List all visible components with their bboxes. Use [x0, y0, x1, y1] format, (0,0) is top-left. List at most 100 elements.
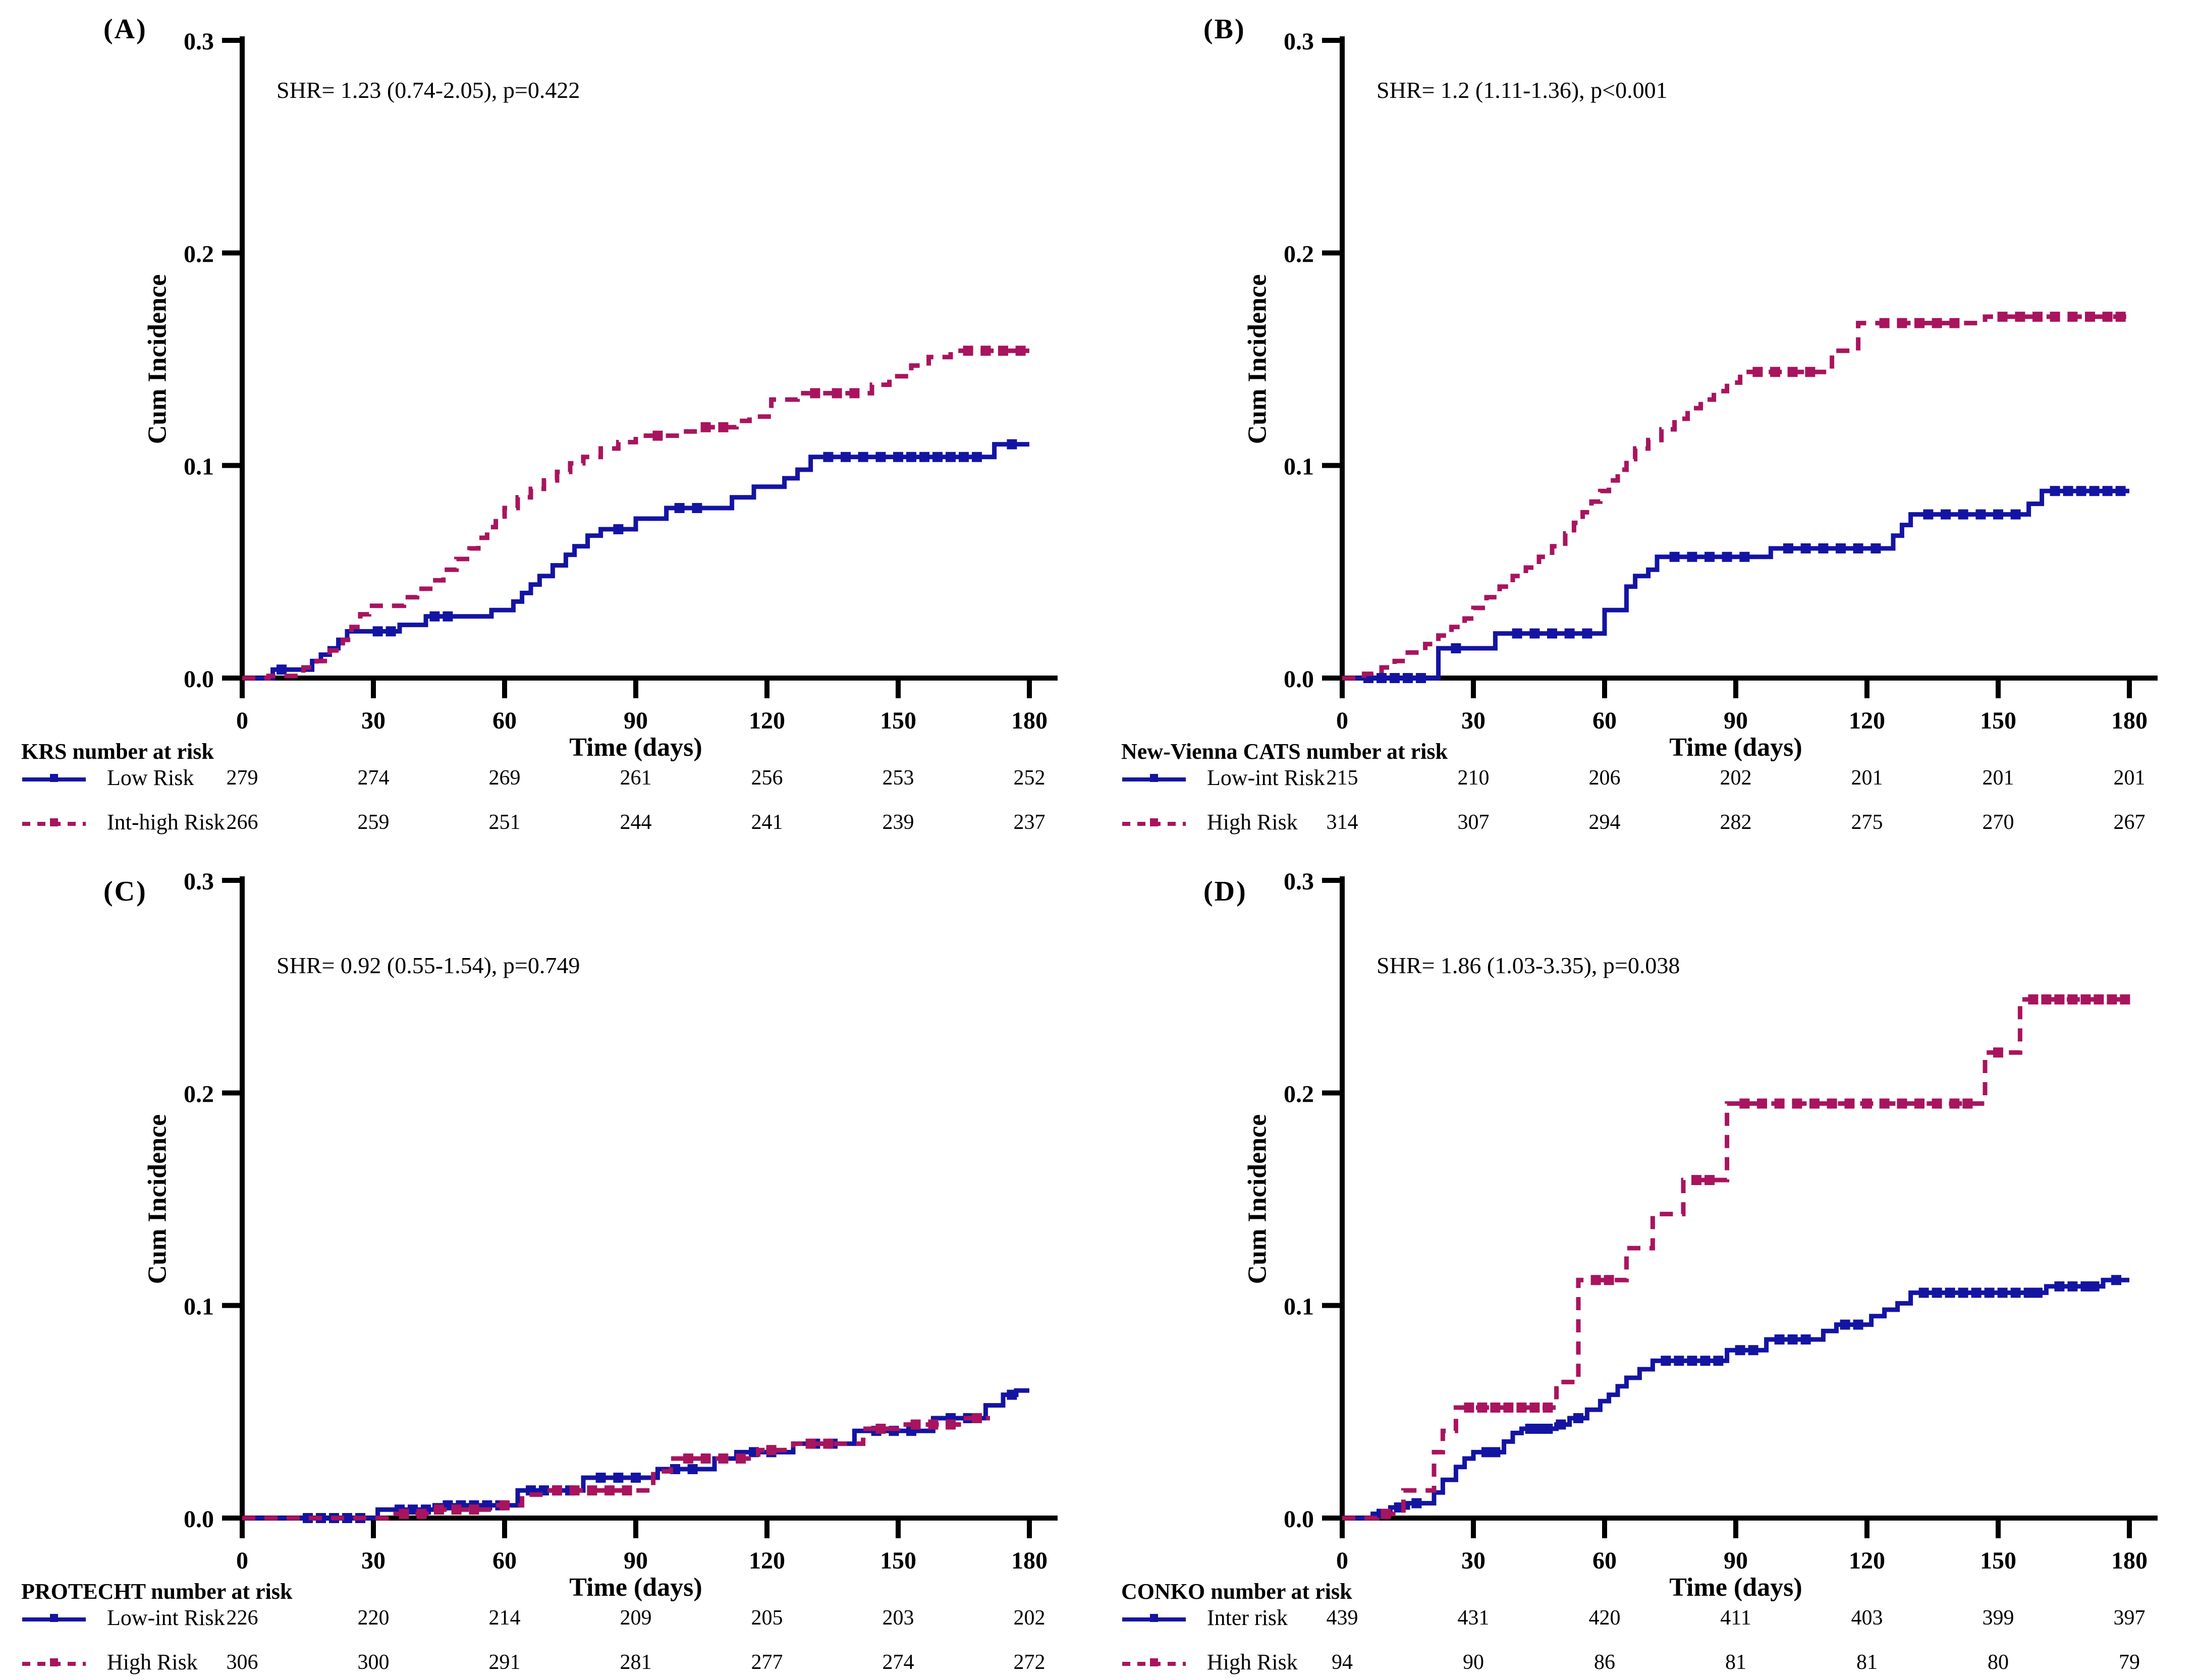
censor-tick — [342, 1513, 352, 1523]
censor-tick — [1556, 1419, 1566, 1430]
censor-tick — [1932, 1287, 1942, 1298]
censor-tick — [687, 1464, 698, 1474]
at-risk-count: 259 — [357, 811, 390, 834]
censor-tick — [1403, 673, 1413, 683]
censor-tick — [1503, 1403, 1514, 1413]
risk-row: Low-int Risk 226 220 214 209 205 203 202 — [0, 1605, 1100, 1634]
censor-tick — [2041, 994, 2052, 1004]
censor-tick — [1914, 318, 1924, 328]
series-name: Low Risk — [107, 765, 194, 790]
censor-tick — [1809, 1098, 1820, 1109]
solid-line-legend-icon — [1122, 1614, 1186, 1622]
shr-annotation: SHR= 0.92 (0.55-1.54), p=0.749 — [277, 953, 580, 978]
series-name: Low-int Risk — [1207, 765, 1325, 790]
censor-tick — [2023, 1287, 2034, 1298]
censor-tick — [1997, 1287, 2008, 1298]
censor-tick — [1674, 1356, 1684, 1366]
at-risk-count: 244 — [620, 811, 652, 834]
at-risk-count: 272 — [1013, 1651, 1046, 1674]
censor-tick — [1582, 628, 1592, 639]
at-risk-count: 215 — [1326, 766, 1358, 790]
at-risk-count: 291 — [488, 1651, 521, 1674]
censor-tick — [372, 626, 383, 637]
dashed-line-legend-icon — [22, 1658, 86, 1666]
censor-tick — [1411, 1498, 1422, 1508]
panel-letter: (D) — [1203, 876, 1247, 907]
censor-tick — [1547, 628, 1557, 639]
at-risk-count: 251 — [488, 811, 521, 834]
censor-tick — [1975, 509, 1986, 520]
censor-tick — [2076, 486, 2086, 496]
censor-tick — [386, 626, 396, 637]
at-risk-count: 201 — [1851, 766, 1883, 790]
censor-tick — [1879, 1098, 1890, 1109]
censor-tick — [1713, 1356, 1724, 1366]
censor-tick — [2115, 311, 2126, 322]
censor-tick — [1669, 551, 1680, 562]
shr-annotation: SHR= 1.2 (1.11-1.36), p<0.001 — [1377, 77, 1668, 103]
censor-tick — [823, 452, 834, 462]
at-risk-count: 214 — [488, 1606, 521, 1630]
at-risk-count: 201 — [1982, 766, 2014, 790]
censor-tick — [552, 1485, 562, 1496]
censor-tick — [2032, 311, 2043, 322]
censor-tick — [1477, 1403, 1488, 1413]
x-tick-label: 60 — [1592, 1547, 1617, 1574]
censor-tick — [303, 1513, 313, 1523]
x-tick-label: 30 — [361, 1547, 386, 1574]
at-risk-count: 282 — [1720, 811, 1752, 834]
censor-tick — [841, 452, 851, 462]
censor-tick — [443, 611, 453, 622]
x-tick-label: 30 — [1461, 707, 1486, 734]
at-risk-count: 201 — [2113, 766, 2146, 790]
x-tick-label: 120 — [749, 707, 785, 734]
y-tick-label: 0.1 — [1284, 1294, 1314, 1320]
at-risk-count: 267 — [2113, 811, 2146, 834]
censor-tick — [1962, 1098, 1973, 1109]
censor-tick — [613, 1473, 624, 1483]
at-risk-count: 256 — [751, 766, 783, 790]
censor-tick — [2067, 994, 2078, 1004]
x-axis-label: Time (days) — [1669, 1573, 1802, 1602]
censor-tick — [1661, 1356, 1671, 1366]
at-risk-count: 306 — [226, 1651, 258, 1674]
at-risk-count: 90 — [1463, 1651, 1484, 1674]
solid-line-legend-icon — [22, 1614, 86, 1622]
x-tick-label: 60 — [492, 1547, 517, 1574]
censor-tick — [1993, 1047, 2003, 1058]
x-tick-label: 180 — [2111, 1547, 2148, 1574]
censor-tick — [932, 452, 943, 462]
censor-tick — [692, 503, 702, 513]
censor-tick — [2089, 1281, 2100, 1292]
x-tick-label: 90 — [1724, 707, 1748, 734]
x-tick-label: 0 — [236, 707, 248, 734]
panel-letter: (A) — [103, 14, 147, 45]
censor-tick — [1739, 551, 1750, 562]
solid-line-legend-icon — [1122, 774, 1186, 782]
censor-tick — [2028, 994, 2039, 1004]
at-risk-count: 269 — [488, 766, 521, 790]
censor-tick — [766, 1445, 777, 1455]
at-risk-count: 210 — [1457, 766, 1490, 790]
censor-tick — [1704, 551, 1715, 562]
x-tick-label: 150 — [880, 1547, 916, 1574]
censor-tick — [1997, 311, 2008, 322]
censor-tick — [674, 503, 685, 513]
censor-tick — [1800, 1334, 1811, 1345]
censor-tick — [1853, 1319, 1863, 1330]
censor-tick — [946, 452, 956, 462]
censor-tick — [2089, 486, 2100, 496]
censor-tick — [1923, 509, 1934, 520]
censor-tick — [906, 452, 916, 462]
at-risk-count: 411 — [1720, 1606, 1751, 1630]
censor-tick — [1932, 318, 1942, 328]
censor-tick — [919, 452, 929, 462]
cumulative-incidence-plot: 0 30 60 90 120 150 180 0.0 0.1 0.2 0.3 — [184, 28, 1058, 734]
cumulative-incidence-plot: 0 30 60 90 120 150 180 0.0 0.1 0.2 0.3 — [1284, 28, 2158, 734]
x-tick-label: 120 — [1849, 1547, 1885, 1574]
censor-tick — [434, 1504, 444, 1515]
risk-row: Low Risk 279 274 269 261 256 253 252 — [0, 765, 1100, 794]
dashed-line-legend-icon — [1122, 818, 1186, 826]
at-risk-count: 261 — [620, 766, 652, 790]
censor-tick — [399, 1508, 409, 1519]
